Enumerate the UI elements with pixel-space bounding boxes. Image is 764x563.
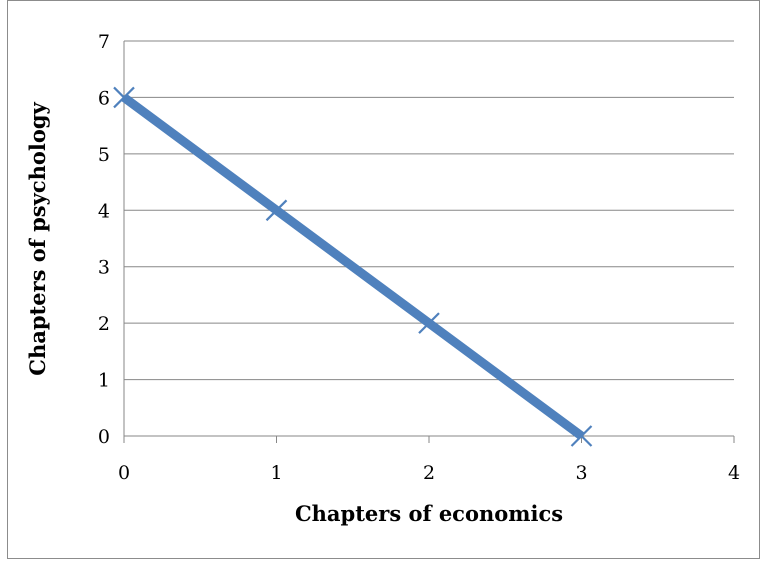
x-tick-label: 1 xyxy=(270,462,282,484)
data-point-marker xyxy=(418,312,440,334)
y-tick-label: 4 xyxy=(98,200,110,222)
y-tick-label: 1 xyxy=(98,370,110,392)
y-tick-labels: 0 1 2 3 4 5 6 7 xyxy=(98,31,110,448)
series-line xyxy=(121,93,585,440)
y-tick-label: 2 xyxy=(98,313,110,335)
gridlines xyxy=(124,40,734,381)
data-point-marker xyxy=(265,199,288,222)
series xyxy=(113,86,593,447)
y-tick-label: 3 xyxy=(98,257,110,279)
y-tick-label: 0 xyxy=(98,426,110,448)
x-tick-label: 0 xyxy=(118,462,130,484)
x-axis-title: Chapters of economics xyxy=(295,501,563,526)
x-tick-labels: 0 1 2 3 4 xyxy=(118,462,740,484)
x-tick-label: 3 xyxy=(575,462,587,484)
x-tick-label: 4 xyxy=(728,462,740,484)
x-tick-label: 2 xyxy=(423,462,435,484)
y-tick-label: 7 xyxy=(98,31,110,53)
y-tick-label: 5 xyxy=(98,144,110,166)
data-point-marker xyxy=(570,425,593,447)
chart-frame xyxy=(7,0,760,559)
y-tick-label: 6 xyxy=(98,87,110,109)
data-point-marker xyxy=(113,86,135,109)
axes xyxy=(123,41,735,443)
y-axis-title: Chapters of psychology xyxy=(25,101,50,375)
